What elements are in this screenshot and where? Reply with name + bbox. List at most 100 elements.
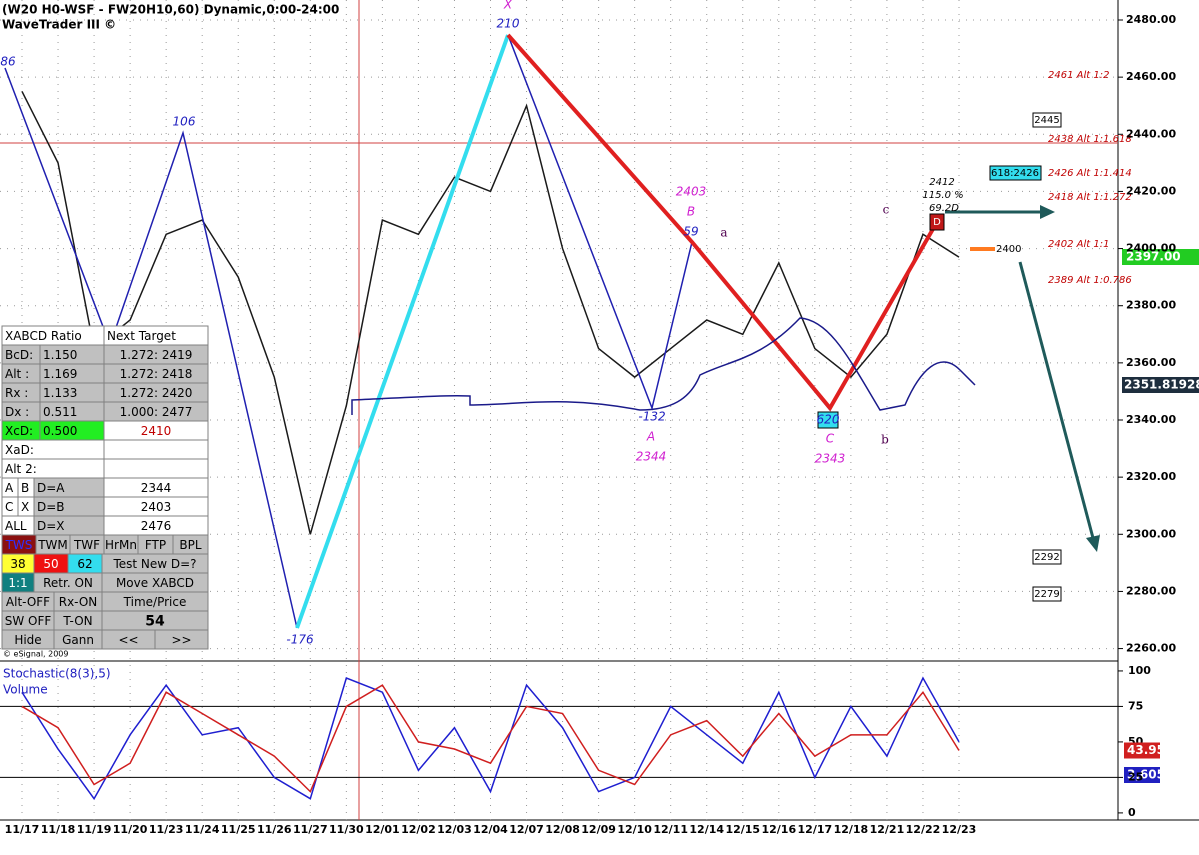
arrow-head [1086,535,1100,552]
x-tick-label: 11/25 [221,823,256,836]
x-tick-label: 12/02 [401,823,436,836]
y-tick-label: 0 [1128,806,1136,819]
x-tick-label: 12/16 [761,823,796,836]
x-tick-label: 12/03 [437,823,472,836]
panel-cell [154,629,209,650]
x-tick-label: 11/20 [113,823,148,836]
count-label: -132 [638,410,665,424]
data-line [21,684,960,793]
panel-text: BcD: [5,348,33,362]
x-tick-label: 11/17 [5,823,40,836]
panel-text: XABCD Ratio [5,329,82,343]
copyright: © eSignal, 2009 [3,650,68,659]
level-label: 2402 Alt 1:1 [1048,239,1109,250]
x-tick-label: 12/22 [906,823,941,836]
panel-text: 1.272: 2419 [120,348,193,362]
point-price: 2343 [815,452,846,466]
panel-text: 2403 [141,500,172,514]
arrow-head [1040,205,1055,219]
box [1032,112,1062,128]
x-tick-label: 12/21 [870,823,905,836]
x-tick-label: 11/27 [293,823,328,836]
box-label: 618:2426 [991,168,1039,179]
d-ratio: 115.0 % [922,190,963,201]
point-label: D [933,217,941,228]
price-tag-label: 2397.00 [1126,250,1181,264]
x-tick-label: 12/07 [509,823,544,836]
panel-text: 2344 [141,481,172,495]
d-price: 2412 [929,177,954,188]
panel-button: Hide [14,633,41,647]
box-label: 2445 [1034,115,1059,126]
panel-button: Retr. ON [43,576,93,590]
pattern-leg [506,33,939,412]
panel-button: TWF [73,538,100,552]
price-tag [1122,249,1199,265]
y-tick-label: 2380.00 [1126,299,1176,312]
x-tick-label: 12/10 [617,823,652,836]
panel-button: Test New D=? [112,557,196,571]
wave-label: c [883,203,890,217]
panel-text: Alt : [5,367,29,381]
panel-text: C [5,500,13,514]
count-label: 59 [683,225,698,239]
panel-text: D=A [37,481,65,495]
panel-text: Rx : [5,386,28,400]
price-tag-label: 2351.81928 [1124,378,1199,392]
panel-button: 54 [145,614,165,630]
level-label: 2418 Alt 1:1.272 [1048,192,1132,203]
level-label: 2389 Alt 1:0.786 [1048,275,1132,286]
x-tick-label: 12/23 [942,823,977,836]
x-tick-label: 11/30 [329,823,364,836]
price-tag [1122,377,1199,393]
panel-button: Move XABCD [116,576,194,590]
point-label: A [646,430,655,444]
panel-text: 1.000: 2477 [120,405,193,419]
panel-cell [103,458,209,479]
x-tick-label: 11/19 [77,823,112,836]
x-tick-label: 12/09 [581,823,616,836]
panel-text: XcD: [5,424,33,438]
box-label: 2292 [1034,552,1059,563]
panel-text: D=B [37,500,65,514]
data-line [21,91,960,535]
panel-cell [103,439,209,460]
moving-average [351,317,976,415]
y-tick-label: 2340.00 [1126,413,1176,426]
box-label: 2400 [996,244,1021,255]
x-tick-label: 11/26 [257,823,292,836]
wave-line [4,67,298,629]
y-tick-label: 2260.00 [1126,642,1176,655]
volume-tag [1124,767,1160,783]
wave-label: b [881,433,889,447]
panel-text: 2476 [141,519,172,533]
panel-button: >> [171,633,191,647]
panel-text: 1.133 [43,386,77,400]
panel-button: Alt-OFF [6,595,50,609]
panel-button: << [118,633,138,647]
panel-button: Gann [62,633,94,647]
level-label: 2438 Alt 1:1.618 [1048,134,1132,145]
panel-text: B [21,481,29,495]
panel-button: 38 [10,557,25,571]
panel-text: ALL [5,519,27,533]
y-tick-label: 2420.00 [1126,184,1176,197]
box [1032,586,1062,602]
panel-text: Dx : [5,405,29,419]
level-label: 2426 Alt 1:1.414 [1048,168,1132,179]
panel-text: 1.272: 2420 [120,386,193,400]
panel-button: 50 [43,557,58,571]
level-label: 2461 Alt 1:2 [1048,70,1109,81]
x-tick-label: 12/04 [473,823,508,836]
chart-title: (W20 H0-WSF - FW20H10,60) Dynamic,0:00-2… [2,3,339,17]
y-tick-label: 2460.00 [1126,70,1176,83]
box [1032,549,1062,565]
panel-text: D=X [37,519,65,533]
volume-tag-label: 3,605 [1127,768,1165,782]
panel-text: XaD: [5,443,34,457]
point-label: B [687,205,695,219]
panel-button: SW OFF [5,614,52,628]
panel-button: TWM [37,538,68,552]
panel-button: BPL [179,538,201,552]
